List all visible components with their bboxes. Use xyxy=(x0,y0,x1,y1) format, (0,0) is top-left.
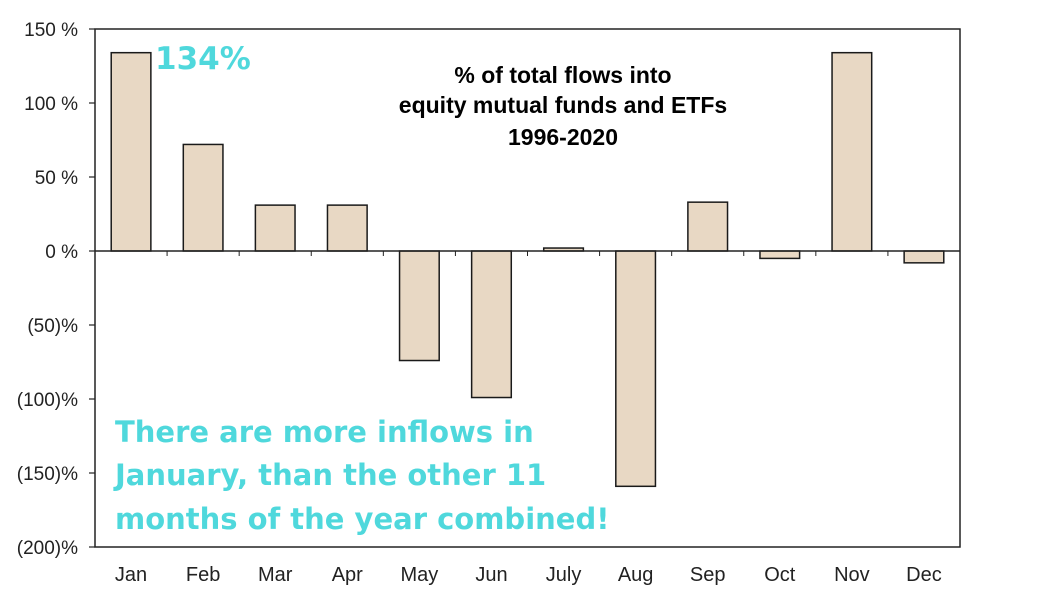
x-category-label: Nov xyxy=(834,564,870,586)
x-category-label: Oct xyxy=(764,564,796,586)
x-category-label: May xyxy=(400,564,438,586)
plot-frame xyxy=(94,28,961,548)
title-line-1: % of total flows into xyxy=(454,62,671,88)
title-line-3: 1996-2020 xyxy=(508,124,618,150)
bar-may xyxy=(398,250,440,362)
x-category-label: Jun xyxy=(475,564,507,586)
x-category-label: Aug xyxy=(618,564,654,586)
bar-mar xyxy=(254,204,296,252)
y-tick-label: 150 % xyxy=(24,20,78,41)
bar-aug xyxy=(615,250,657,488)
bars xyxy=(110,51,945,488)
annotation-note: There are more inflows in January, than … xyxy=(113,415,609,536)
x-category-label: July xyxy=(546,564,582,586)
y-tick-label: (150)% xyxy=(17,464,78,485)
bar-apr xyxy=(326,204,368,252)
bar-jun xyxy=(470,250,513,399)
title-line-2: equity mutual funds and ETFs xyxy=(399,92,727,118)
x-category-label: Sep xyxy=(690,564,726,586)
y-tick-label: (200)% xyxy=(17,538,78,559)
x-axis: Jan Feb Mar Apr May Jun July Aug Sep Oct Nov Dec xyxy=(94,251,961,586)
y-tick-label: 0 % xyxy=(45,242,78,263)
bar-sep xyxy=(687,201,729,252)
y-axis: 150 % 100 % 50 % 0 % (50)% (100)% (150)% (200)% xyxy=(17,20,95,559)
bar-dec xyxy=(903,250,945,264)
x-category-label: Mar xyxy=(258,564,293,586)
y-tick-label: (100)% xyxy=(17,390,78,411)
bar-oct xyxy=(759,250,801,260)
peak-label: 134% xyxy=(155,41,251,77)
bar-feb xyxy=(182,143,224,252)
chart-title: % of total flows into equity mutual fund… xyxy=(399,62,727,150)
note-line-1: There are more inflows in xyxy=(115,415,534,449)
note-line-3: months of the year combined! xyxy=(115,502,609,536)
bar-jan xyxy=(110,51,152,252)
y-tick-label: 50 % xyxy=(35,168,78,189)
bar-nov xyxy=(831,51,873,252)
x-category-label: Feb xyxy=(186,564,220,586)
x-category-label: Apr xyxy=(332,564,363,586)
note-line-2: January, than the other 11 xyxy=(113,458,546,492)
y-tick-label: (50)% xyxy=(27,316,78,337)
x-category-label: Dec xyxy=(906,564,942,586)
y-tick-label: 100 % xyxy=(24,94,78,115)
x-category-label: Jan xyxy=(115,564,147,586)
